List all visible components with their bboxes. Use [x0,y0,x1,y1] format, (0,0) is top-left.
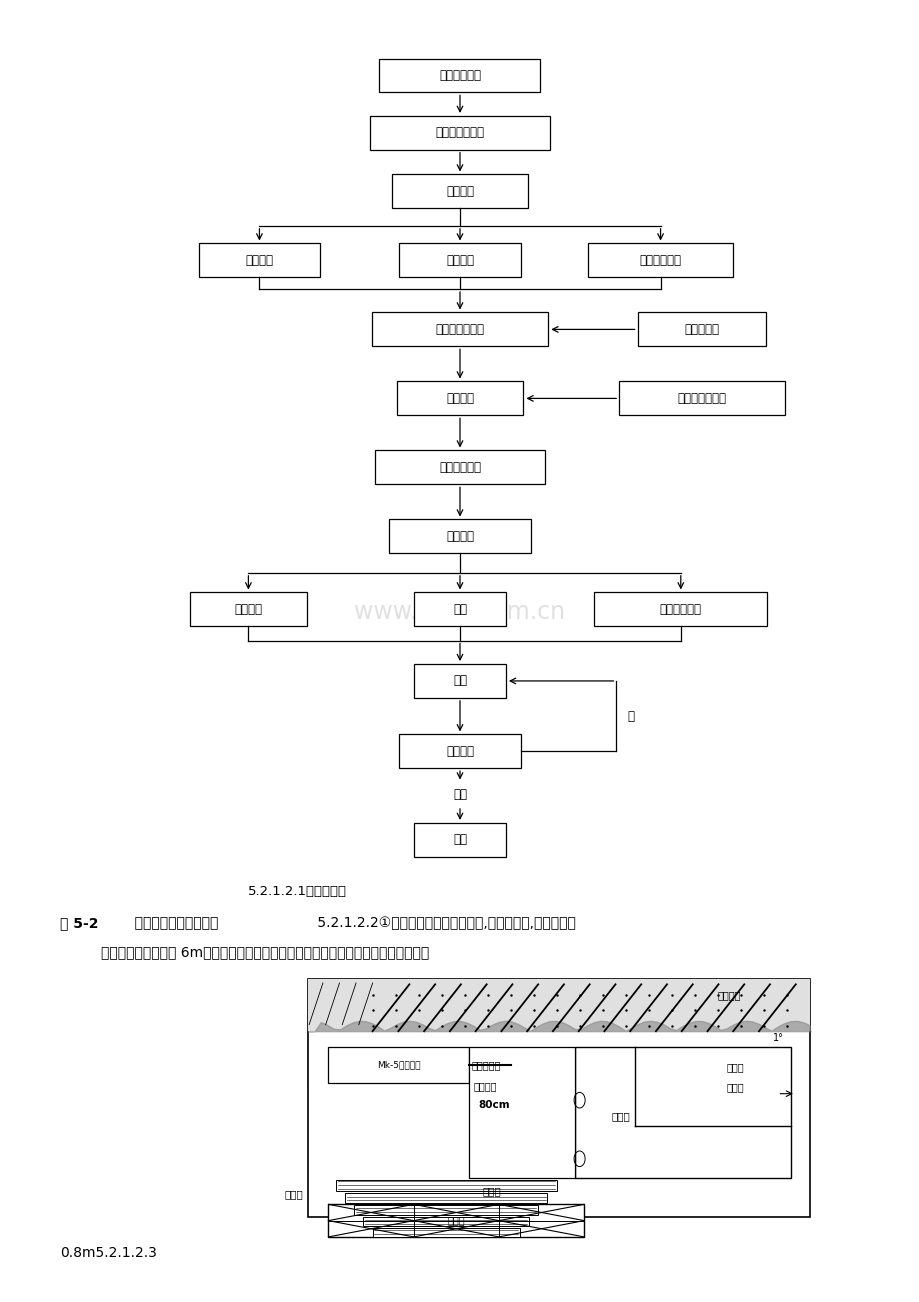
Text: 掌子面: 掌子面 [611,1112,630,1121]
Bar [328,1047,469,1083]
Text: www.zixin.com.cn: www.zixin.com.cn [354,600,565,624]
Bar [637,312,766,346]
Text: 合格: 合格 [452,788,467,801]
Bar [399,243,520,277]
Text: 拱顶线: 拱顶线 [726,1062,743,1073]
Bar [335,1180,556,1191]
Bar [618,381,784,415]
Text: 钒机固定: 钒机固定 [245,254,273,267]
Bar [328,1204,414,1221]
Text: 钒机大臂矫正: 钒机大臂矫正 [639,254,681,267]
Text: 管棚钢管: 管棚钢管 [717,990,741,1000]
Bar [189,592,307,626]
Bar [308,979,809,1217]
Bar [399,734,520,768]
Bar [369,116,549,150]
Text: 衬砂；管棚工作室长 6m。为便于架设钒机，安设锂管，工作室应挖至隔道开挖线以外: 衬砂；管棚工作室长 6m。为便于架设钒机，安设锂管，工作室应挖至隔道开挖线以外 [101,945,429,958]
Bar [498,1221,584,1237]
Text: 撤管棚机: 撤管棚机 [446,530,473,543]
Text: 否: 否 [627,710,634,723]
Bar [345,1193,547,1203]
Text: 清孔: 清孔 [452,603,467,616]
Text: 注浆机准: 注浆机准 [234,603,262,616]
Text: 1°: 1° [772,1032,783,1043]
Text: 钒杆分节退下: 钒杆分节退下 [438,461,481,474]
Bar [414,823,505,857]
Bar [375,450,544,484]
Text: 管棚跟进: 管棚跟进 [446,392,473,405]
Text: 加工管棚及管节: 加工管棚及管节 [676,392,726,405]
Bar [469,1047,574,1178]
Text: 长管棚施工工艺流程图: 长管棚施工工艺流程图 [119,917,218,930]
Bar [594,592,766,626]
Text: 钒机就位: 钒机就位 [446,185,473,198]
Bar [587,243,732,277]
Bar [396,381,523,415]
Bar [574,1047,790,1178]
Bar [389,519,531,553]
Text: 测量布孔: 测量布孔 [446,254,473,267]
Text: 孔口管: 孔口管 [726,1082,743,1092]
Text: 开挖管棚工作室: 开挖管棚工作室 [435,126,484,139]
Bar [498,1204,584,1221]
Text: 管棚工作室: 管棚工作室 [471,1060,500,1070]
Text: 5.2.1.2.2①在软弱围岩中开挖工作室,要加强支护,进行混凝土: 5.2.1.2.2①在软弱围岩中开挖工作室,要加强支护,进行混凝土 [312,917,575,930]
Text: 退机: 退机 [452,833,467,846]
Bar [414,664,505,698]
Text: 图 5-2: 图 5-2 [60,917,98,930]
Bar [363,1216,528,1226]
Text: Mk-5水平钻机: Mk-5水平钻机 [377,1061,420,1069]
Text: 墙底线: 墙底线 [482,1186,501,1197]
Text: 钒孔接长准: 钒孔接长准 [684,323,719,336]
Text: 5.2.1.2.1大施工流程: 5.2.1.2.1大施工流程 [248,885,347,898]
Bar [372,1228,519,1237]
Bar [328,1204,584,1237]
Text: 80cm: 80cm [478,1100,509,1111]
Text: 注浆固结围岩: 注浆固结围岩 [438,69,481,82]
Text: 钒孔及接长钒杆: 钒孔及接长钒杆 [435,323,484,336]
Text: 拱部抬高: 拱部抬高 [473,1081,497,1091]
Bar [414,1221,498,1237]
Bar [371,312,548,346]
Bar [328,1221,414,1237]
Text: 方木垛: 方木垛 [447,1216,465,1225]
Text: 注浆材料准备: 注浆材料准备 [659,603,701,616]
Bar [354,1204,538,1215]
Text: 效果检查: 效果检查 [446,745,473,758]
Bar [414,592,505,626]
Bar [391,174,528,208]
Text: 注浆: 注浆 [452,674,467,687]
Bar [199,243,320,277]
Bar [380,59,540,92]
Bar [308,979,809,1031]
Bar [414,1204,498,1221]
Text: 方木垛: 方木垛 [285,1190,303,1199]
Text: 0.8m5.2.1.2.3: 0.8m5.2.1.2.3 [60,1246,156,1259]
